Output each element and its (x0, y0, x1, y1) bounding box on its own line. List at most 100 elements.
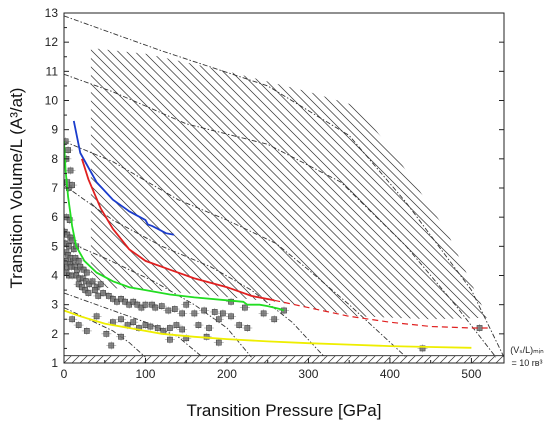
floor-hatch-line (423, 355, 432, 363)
scatter-point (209, 307, 220, 316)
annotation-line1: (Vₛ/L)ₘᵢₙ (510, 345, 544, 355)
floor-hatch-line (64, 355, 72, 363)
x-tick-label: 0 (61, 367, 68, 381)
floor-hatch-line (503, 362, 504, 363)
dashdot-line (64, 140, 407, 358)
series-line-2 (274, 299, 488, 329)
scatter-point (145, 322, 156, 331)
floor-hatch-line (439, 355, 448, 363)
hatch-line (500, 0, 550, 350)
hatch-line (90, 48, 409, 320)
scatter-point (73, 256, 84, 265)
scatter-point (91, 312, 102, 321)
hatch-line (517, 0, 550, 350)
y-tick-label: 3 (51, 298, 58, 312)
floor-hatch-line (191, 355, 200, 363)
scatter-point (163, 306, 174, 315)
floor-hatch-line (471, 355, 480, 363)
floor-hatch-line (407, 355, 416, 363)
scatter-point (67, 315, 78, 324)
hatch-line (90, 48, 332, 320)
scatter-point (213, 315, 224, 324)
scatter-point (101, 329, 112, 338)
scatter-point (226, 312, 237, 321)
scatter-point (67, 181, 78, 190)
hatch-line (100, 48, 451, 320)
scatter-point (83, 289, 94, 297)
hatch-line (90, 48, 324, 320)
floor-hatch-line (239, 355, 248, 363)
y-tick-label: 1 (51, 356, 58, 370)
x-tick-label: 400 (380, 367, 400, 381)
hatch-line (90, 48, 426, 320)
y-tick-label: 9 (51, 123, 58, 137)
floor-hatch-line (383, 355, 392, 363)
hatch-line (509, 0, 550, 350)
scatter-point (177, 325, 188, 334)
floor-hatch-line (295, 355, 304, 363)
hatch-line (90, 48, 290, 320)
scatter-point (106, 341, 117, 350)
floor-hatch-line (455, 355, 464, 363)
floor-hatch-line (71, 355, 80, 363)
series-line-4 (64, 309, 472, 349)
hatch-line (90, 48, 273, 320)
hatch-line (90, 48, 281, 320)
floor-hatch-line (199, 355, 208, 363)
floor-hatch-line (399, 355, 408, 363)
y-tick-label: 2 (51, 327, 58, 341)
scatter-point (89, 286, 100, 295)
scatter-point (150, 303, 161, 312)
floor-hatch-line (255, 355, 264, 363)
hatch-line (526, 0, 550, 350)
scatter-point (181, 300, 192, 309)
floor-hatch-line (231, 355, 240, 363)
scatter-point (193, 321, 204, 330)
scatter-point (81, 268, 92, 277)
scatter-point (199, 306, 210, 315)
y-tick-label: 7 (51, 181, 58, 195)
floor-hatch-line (263, 355, 272, 363)
floor-hatch-line (135, 355, 144, 363)
y-tick-label: 13 (45, 6, 59, 20)
floor-hatch-line (447, 355, 456, 363)
floor-hatch-line (319, 355, 328, 363)
scatter-point (417, 344, 428, 353)
floor-hatch-line (167, 355, 176, 363)
floor-hatch-line (335, 355, 344, 363)
hatch-line (90, 48, 264, 320)
x-tick-label: 200 (217, 367, 237, 381)
x-axis-title: Transition Pressure [GPa] (187, 401, 382, 420)
dashdot-line (64, 73, 497, 358)
hatch-line (90, 48, 341, 320)
y-tick-label: 12 (45, 35, 59, 49)
y-tick-label: 4 (51, 269, 58, 283)
scatter-point (98, 289, 109, 297)
scatter-point (204, 324, 215, 332)
scatter-point (95, 280, 106, 289)
floor-hatch-line (87, 355, 96, 363)
scatter-point (177, 309, 188, 318)
hatch-line (90, 48, 375, 320)
floor-hatch-line (159, 355, 168, 363)
x-tick-label: 100 (135, 367, 155, 381)
floor-hatch-line (311, 355, 320, 363)
y-tick-label: 6 (51, 210, 58, 224)
hatch-line (90, 48, 434, 320)
floor-hatch-line (119, 355, 128, 363)
scatter-point (116, 332, 127, 341)
floor-hatch-line (375, 355, 384, 363)
floor-hatch-line (175, 355, 184, 363)
floor-hatch-line (463, 355, 472, 363)
floor-hatch-line (151, 355, 160, 363)
y-axis-title: Transition Volume/L (A³/at) (7, 88, 26, 289)
scatter-point (239, 303, 250, 312)
floor-hatch-line (351, 355, 360, 363)
floor-hatch-line (183, 355, 192, 363)
hatch-line (90, 48, 366, 320)
hatch-line (90, 48, 307, 320)
floor-hatch-line (327, 355, 336, 363)
hatch-line (90, 48, 392, 320)
